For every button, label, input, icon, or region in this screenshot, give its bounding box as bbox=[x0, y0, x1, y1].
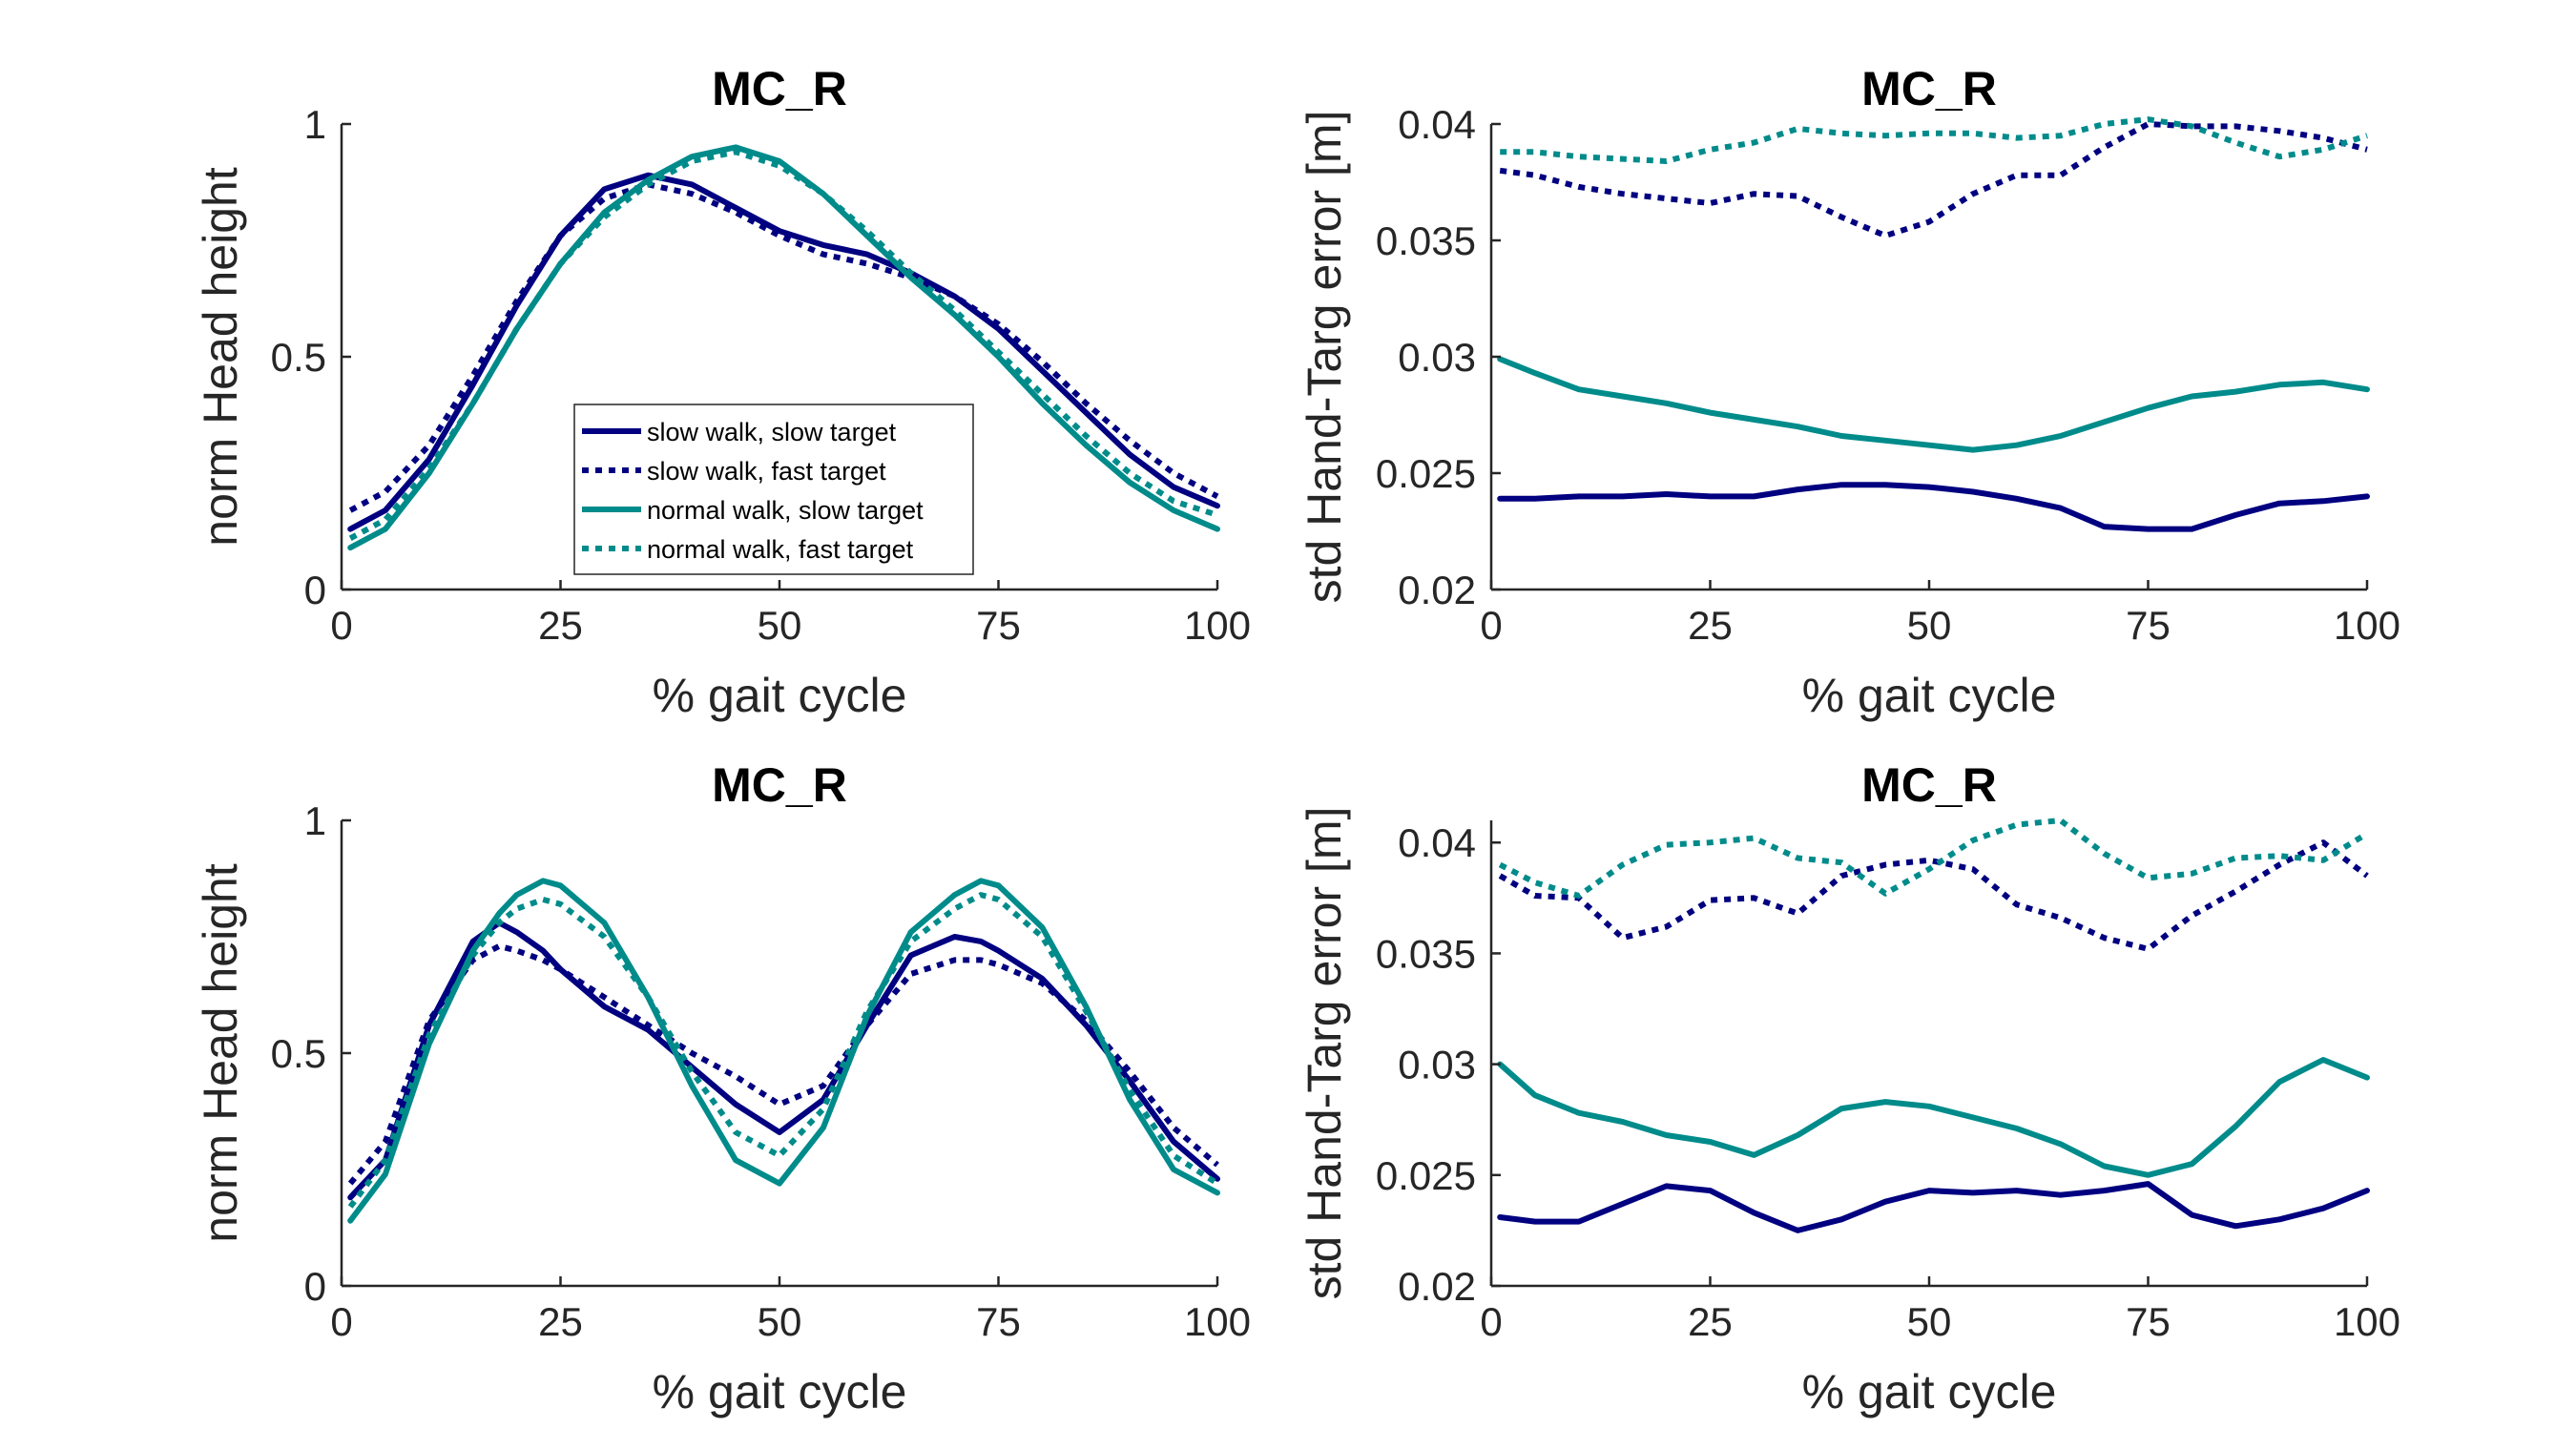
chart-panel-top-right: 0 25 50 75 100 0.02 0.025 0.03 0.035 0.04 MC_R % … bbox=[1298, 62, 2400, 722]
plot-area bbox=[1491, 820, 2367, 1286]
legend-entry: normal walk, slow target bbox=[582, 496, 924, 525]
legend-entry: slow walk, slow target bbox=[582, 418, 897, 446]
series-line bbox=[347, 942, 1219, 1186]
x-tick-label: 25 bbox=[538, 603, 583, 648]
y-axis-label: std Hand-Targ error [m] bbox=[1298, 111, 1351, 604]
x-tick-label: 50 bbox=[1907, 1299, 1952, 1344]
chart-title: MC_R bbox=[712, 62, 847, 115]
y-tick-label: 0.035 bbox=[1376, 218, 1476, 263]
series-line bbox=[1500, 116, 2368, 164]
legend-entry: normal walk, fast target bbox=[582, 535, 914, 564]
x-tick-label: 25 bbox=[538, 1299, 583, 1344]
y-tick-label: 1 bbox=[304, 798, 326, 843]
series-line bbox=[347, 920, 1220, 1201]
x-tick-label: 0 bbox=[1480, 603, 1502, 648]
y-tick-label: 0.04 bbox=[1398, 102, 1476, 147]
y-tick-label: 0.02 bbox=[1398, 568, 1476, 612]
series-line bbox=[1497, 1181, 2370, 1233]
y-tick-label: 0.025 bbox=[1376, 1153, 1476, 1198]
legend-entry: slow walk, fast target bbox=[582, 457, 886, 486]
y-tick-label: 0.5 bbox=[271, 335, 326, 380]
series-line bbox=[1498, 818, 2369, 899]
chart-title: MC_R bbox=[712, 758, 847, 812]
series-line bbox=[1497, 1057, 2370, 1178]
x-tick-label: 100 bbox=[1184, 1299, 1251, 1344]
series-line bbox=[347, 172, 1220, 532]
y-tick-label: 0.04 bbox=[1398, 820, 1476, 865]
y-axis-label: norm Head height bbox=[194, 167, 247, 547]
legend-label: slow walk, fast target bbox=[647, 457, 886, 486]
x-tick-label: 100 bbox=[2334, 603, 2400, 648]
y-tick-label: 0.035 bbox=[1376, 931, 1476, 976]
legend-label: slow walk, slow target bbox=[647, 418, 897, 446]
x-tick-label: 75 bbox=[976, 603, 1021, 648]
series-line bbox=[1497, 356, 2370, 453]
x-tick-label: 0 bbox=[330, 603, 352, 648]
legend: slow walk, slow target slow walk, fast t… bbox=[573, 404, 974, 575]
y-axis-label: norm Head height bbox=[194, 863, 247, 1243]
series-line bbox=[347, 892, 1219, 1209]
legend-label: normal walk, slow target bbox=[647, 496, 924, 525]
x-axis-label: % gait cycle bbox=[1802, 1365, 2057, 1418]
x-tick-label: 0 bbox=[330, 1299, 352, 1344]
y-tick-label: 0 bbox=[304, 568, 326, 612]
y-tick-label: 0.5 bbox=[271, 1031, 326, 1076]
y-tick-label: 0.03 bbox=[1398, 335, 1476, 380]
legend-label: normal walk, fast target bbox=[647, 535, 914, 564]
x-tick-label: 75 bbox=[2126, 1299, 2171, 1344]
y-tick-label: 1 bbox=[304, 102, 326, 147]
y-tick-label: 0.03 bbox=[1398, 1043, 1476, 1087]
x-axis-label: % gait cycle bbox=[653, 1365, 907, 1418]
y-tick-label: 0.02 bbox=[1398, 1264, 1476, 1309]
x-tick-label: 50 bbox=[758, 1299, 802, 1344]
series-line bbox=[1498, 839, 2369, 952]
series-line bbox=[347, 878, 1220, 1224]
plot-area bbox=[342, 820, 1217, 1286]
x-tick-label: 25 bbox=[1688, 1299, 1733, 1344]
x-tick-label: 75 bbox=[976, 1299, 1021, 1344]
x-tick-label: 50 bbox=[1907, 603, 1952, 648]
x-axis-label: % gait cycle bbox=[653, 669, 907, 722]
x-tick-label: 25 bbox=[1688, 603, 1733, 648]
y-axis-label: std Hand-Targ error [m] bbox=[1298, 807, 1351, 1300]
chart-panel-bottom-left: 0 25 50 75 100 0 0.5 1 MC_R % gait cycle norm H… bbox=[194, 758, 1251, 1418]
series-line bbox=[1497, 482, 2370, 532]
series-line bbox=[348, 149, 1218, 541]
chart-panel-top-left: 0 25 50 75 100 0 0.5 1 MC_R % gait cycle norm H… bbox=[194, 62, 1251, 722]
x-tick-label: 100 bbox=[2334, 1299, 2400, 1344]
x-tick-label: 75 bbox=[2126, 603, 2171, 648]
chart-panel-bottom-right: 0 25 50 75 100 0.02 0.025 0.03 0.035 0.04 MC_R % … bbox=[1298, 758, 2400, 1418]
chart-title: MC_R bbox=[1861, 62, 1997, 115]
y-tick-label: 0 bbox=[304, 1264, 326, 1309]
x-axis-label: % gait cycle bbox=[1802, 669, 2057, 722]
x-tick-label: 50 bbox=[758, 603, 802, 648]
x-tick-label: 0 bbox=[1480, 1299, 1502, 1344]
series-line bbox=[348, 181, 1219, 513]
chart-title: MC_R bbox=[1861, 758, 1997, 812]
y-tick-label: 0.025 bbox=[1376, 451, 1476, 496]
series-line bbox=[1499, 121, 2368, 239]
x-tick-label: 100 bbox=[1184, 603, 1251, 648]
